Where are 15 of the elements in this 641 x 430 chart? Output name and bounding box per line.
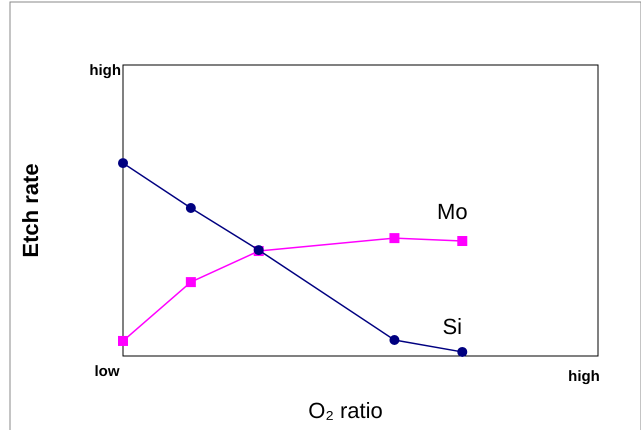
text: high [89, 62, 121, 79]
text: low [94, 363, 120, 380]
point [118, 336, 128, 346]
point [457, 236, 468, 246]
series-label: Si [442, 314, 462, 339]
series-label: Mo [437, 199, 468, 224]
point [186, 203, 196, 214]
point [389, 334, 400, 345]
point [186, 277, 196, 288]
point [457, 346, 468, 357]
point [389, 233, 400, 244]
y-axis-title: Etch rate [18, 163, 43, 258]
x-axis-title: O₂ ratio [308, 398, 383, 423]
point [118, 158, 128, 168]
text: high [568, 368, 600, 385]
